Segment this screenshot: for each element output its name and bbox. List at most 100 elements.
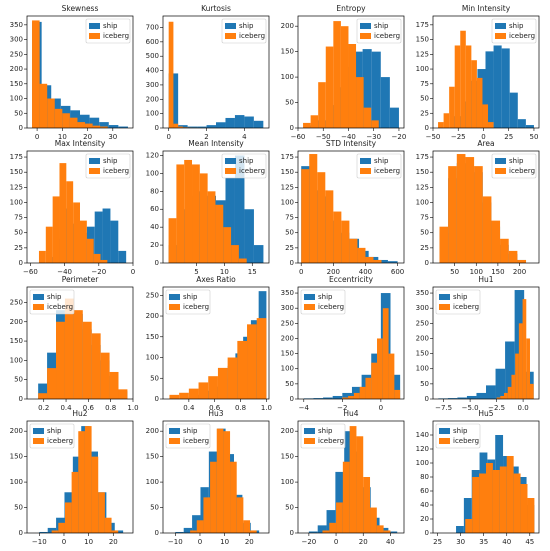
histogram-bar: [100, 352, 110, 399]
y-tick-label: 150: [281, 453, 294, 461]
histogram-bar: [64, 298, 74, 399]
y-tick-label: 0: [290, 124, 294, 132]
legend-swatch: [89, 168, 100, 174]
panel-title: Eccentricity: [329, 275, 374, 284]
x-tick-label: 40: [386, 538, 395, 546]
histogram-bar: [370, 507, 377, 533]
y-tick-label: 200: [10, 427, 23, 435]
histogram-bar: [243, 520, 251, 533]
histogram-bar: [78, 431, 85, 533]
x-tick-label: 10: [84, 538, 93, 546]
histogram-bar: [56, 321, 65, 399]
histogram-bar: [499, 466, 507, 533]
histogram-bar: [225, 177, 235, 263]
x-tick-label: 0: [131, 268, 135, 276]
histogram-bar: [77, 122, 86, 128]
x-tick-label: −5.0: [462, 404, 479, 412]
y-tick-label: 50: [14, 229, 23, 237]
x-tick-label: 0: [334, 538, 338, 546]
y-tick-label: 0: [425, 259, 429, 267]
histogram-bar: [114, 530, 124, 533]
x-tick-label: 10: [220, 268, 229, 276]
histogram-bar: [64, 502, 72, 533]
histogram-bar: [225, 117, 235, 128]
histogram-bar: [187, 126, 198, 128]
legend-label: ship: [374, 22, 389, 30]
histogram-bar: [476, 392, 486, 399]
histogram-bar: [520, 484, 528, 533]
histogram-bar: [73, 310, 83, 399]
x-tick-label: −7.5: [435, 404, 452, 412]
histogram-bar: [525, 125, 534, 128]
legend-label: iceberg: [318, 437, 344, 445]
histogram-bar: [85, 123, 93, 128]
x-tick-label: 0: [481, 133, 485, 141]
histogram-bar: [198, 382, 209, 399]
legend-swatch: [169, 438, 180, 444]
histogram-bar: [471, 60, 477, 128]
legend-label: iceberg: [453, 437, 479, 445]
legend-swatch: [89, 158, 100, 164]
histogram-bar: [32, 20, 40, 129]
y-tick-label: 40: [420, 501, 429, 509]
histogram-bar: [335, 471, 345, 533]
panel-title: STD Intensity: [326, 139, 377, 148]
y-tick-label: 0: [425, 395, 429, 403]
histogram-bar: [108, 125, 119, 128]
histogram-bar: [333, 211, 342, 263]
y-tick-label: 200: [146, 312, 159, 320]
histogram-bar: [348, 44, 357, 128]
legend-swatch: [495, 23, 506, 29]
x-tick-label: 25: [433, 538, 442, 546]
histogram-bar: [492, 470, 500, 533]
histogram-bar: [325, 190, 334, 263]
x-tick-label: −20: [392, 133, 407, 141]
histogram-bar: [91, 456, 99, 533]
x-tick-label: 0: [35, 133, 39, 141]
x-tick-label: −10: [168, 538, 183, 546]
histogram-bar: [482, 104, 489, 128]
y-tick-label: 100: [10, 356, 23, 364]
y-tick-label: 100: [416, 65, 429, 73]
histogram-bar: [491, 220, 501, 263]
x-tick-label: −25: [451, 133, 466, 141]
histogram-bar: [199, 173, 208, 263]
histogram-bar: [356, 77, 364, 128]
legend-swatch: [33, 304, 44, 310]
legend-swatch: [439, 304, 450, 310]
histogram-bar: [526, 338, 530, 399]
panel-title: Perimeter: [62, 275, 100, 284]
legend-label: iceberg: [103, 167, 129, 175]
histogram-bar: [173, 123, 179, 128]
histogram-bar: [217, 367, 228, 399]
histogram-bar: [365, 377, 372, 399]
histogram-bar: [353, 392, 360, 399]
histogram-bar: [363, 477, 371, 533]
x-tick-label: 100: [470, 268, 483, 276]
histogram-bar: [329, 522, 337, 533]
y-tick-label: 300: [146, 81, 159, 89]
y-tick-label: 175: [416, 21, 429, 29]
legend-swatch: [225, 33, 236, 39]
histogram-bar: [168, 21, 174, 128]
y-tick-label: 0: [19, 124, 23, 132]
legend-swatch: [439, 438, 450, 444]
histogram-bar: [192, 164, 200, 263]
x-tick-label: −20: [91, 268, 106, 276]
legend-swatch: [169, 428, 180, 434]
histogram-bar: [223, 431, 231, 533]
histogram-bar: [86, 238, 94, 263]
legend-swatch: [89, 33, 100, 39]
legend-swatch: [225, 168, 236, 174]
histogram-bar: [93, 253, 101, 263]
histogram-bar: [342, 461, 350, 533]
histogram-bar: [390, 374, 401, 399]
histogram-bar: [84, 426, 92, 533]
y-tick-label: 50: [14, 376, 23, 384]
histogram-bar: [210, 461, 217, 533]
histogram-bar: [310, 115, 319, 128]
legend-label: iceberg: [453, 303, 479, 311]
y-tick-label: 75: [420, 214, 429, 222]
histogram-bar: [501, 48, 510, 128]
